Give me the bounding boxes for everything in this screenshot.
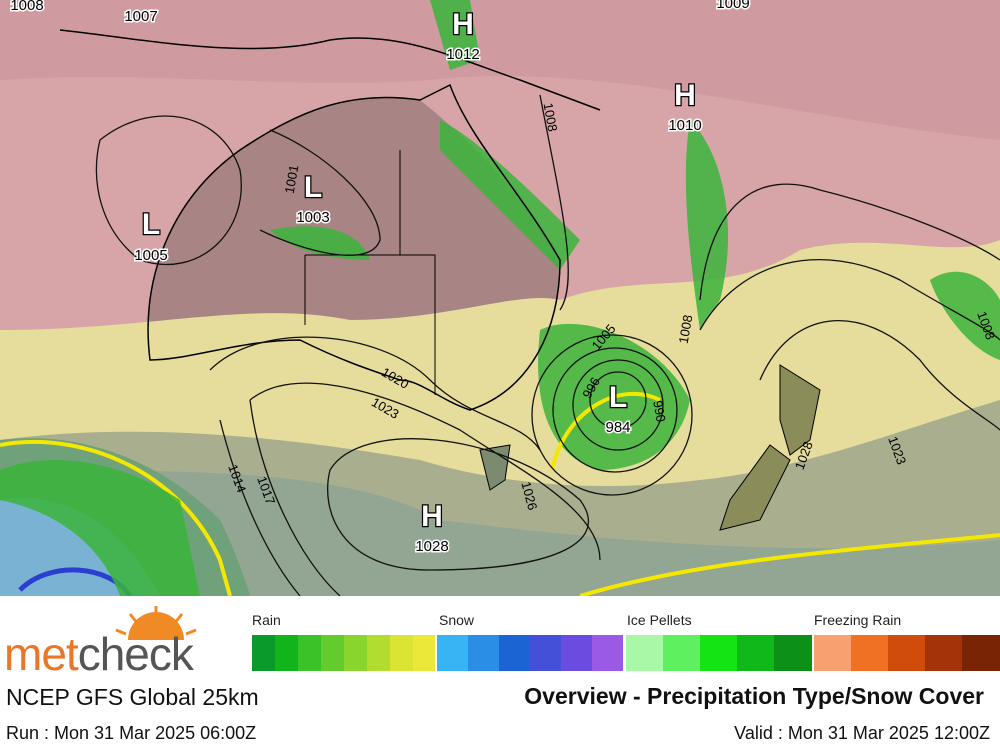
- logo-part: check: [78, 628, 195, 680]
- isobar-label: 1008: [541, 102, 561, 133]
- edge-label: 1007: [124, 8, 157, 25]
- center-type: H: [452, 8, 474, 41]
- center-value: 1010: [668, 117, 701, 134]
- isobar-label: 1026: [518, 480, 540, 512]
- center-type: H: [674, 79, 696, 112]
- legend-label: Rain: [252, 612, 281, 628]
- valid-time: Valid : Mon 31 Mar 2025 12:00Z: [734, 723, 990, 743]
- model-name: NCEP GFS Global 25km: [6, 684, 259, 710]
- center-type: L: [304, 171, 322, 204]
- map: [0, 0, 1000, 598]
- legend-label: Freezing Rain: [814, 612, 901, 628]
- legend: Rain Snow Ice Pellets Freezing Rain: [252, 612, 1000, 671]
- legend-label: Snow: [439, 612, 475, 628]
- isobars: [95, 94, 1000, 597]
- legend-label: Ice Pellets: [627, 612, 692, 628]
- pressure-centers: H 1012 H 1010 L 1003 L 1005 L 984 H 1028…: [9, 0, 751, 557]
- center-type: L: [609, 381, 627, 414]
- run-time: Run : Mon 31 Mar 2025 06:00Z: [6, 723, 256, 743]
- isobar-label: 1008: [676, 314, 696, 345]
- edge-label: 1008: [10, 0, 43, 14]
- center-value: 984: [605, 419, 630, 436]
- logo-text: metcheck: [4, 628, 195, 680]
- center-value: 1028: [415, 538, 448, 555]
- isobar-label: 1001: [282, 164, 302, 195]
- center-type: L: [142, 208, 160, 241]
- center-value: 1003: [296, 209, 329, 226]
- center-type: H: [421, 500, 443, 533]
- center-value: 1012: [446, 46, 479, 63]
- logo: metcheck: [4, 606, 197, 680]
- isobar-label: 990: [650, 399, 669, 423]
- map-title: Overview - Precipitation Type/Snow Cover: [524, 683, 984, 709]
- logo-part: met: [4, 628, 79, 680]
- center-value: 1005: [134, 247, 167, 264]
- edge-label: 1009: [716, 0, 749, 12]
